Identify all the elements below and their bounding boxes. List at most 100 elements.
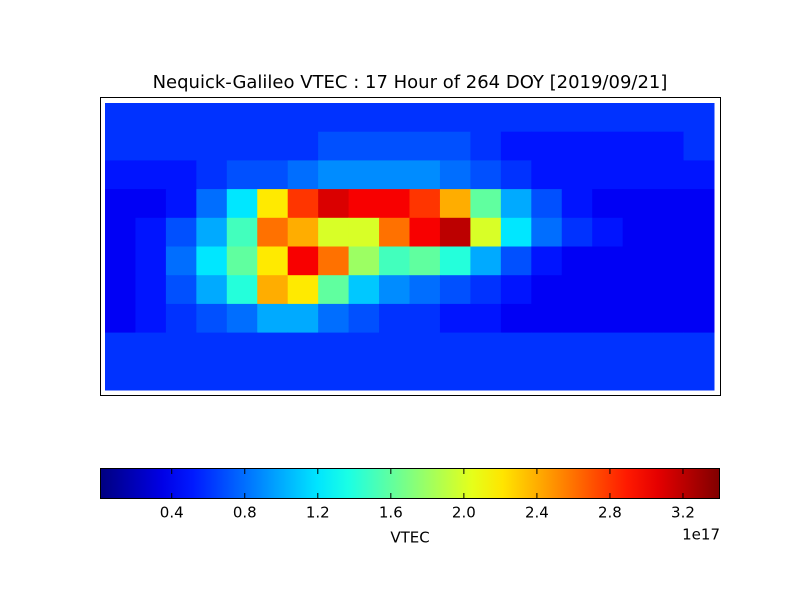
heat-cell: [135, 160, 167, 190]
heat-cell: [409, 246, 441, 276]
heat-cell: [226, 332, 258, 362]
heat-cell: [348, 246, 380, 276]
heat-cell: [318, 189, 350, 219]
heat-cell: [196, 131, 228, 161]
heat-cell: [622, 160, 654, 190]
heat-cell: [257, 275, 289, 305]
heat-cell: [135, 332, 167, 362]
heat-cell: [683, 131, 715, 161]
heat-cell: [287, 275, 319, 305]
heat-cell: [592, 160, 624, 190]
heat-cell: [653, 246, 685, 276]
heat-cell: [622, 275, 654, 305]
heat-cell: [653, 131, 685, 161]
heat-cell: [135, 275, 167, 305]
heat-cell: [561, 332, 593, 362]
colorbar-tick-label: 2.4: [525, 504, 549, 522]
heat-cell: [165, 160, 197, 190]
heat-cell: [196, 361, 228, 391]
heat-cell: [257, 189, 289, 219]
heat-cell: [135, 303, 167, 334]
heat-cell: [409, 160, 441, 190]
heat-cell: [653, 160, 685, 190]
colorbar-tick-label: 2.8: [598, 504, 622, 522]
heat-cell: [531, 160, 563, 190]
heat-cell: [287, 246, 319, 276]
heat-cell: [105, 361, 136, 391]
heat-cell: [257, 361, 289, 391]
heat-cell: [287, 189, 319, 219]
heat-cell: [409, 361, 441, 391]
heat-cell: [348, 275, 380, 305]
heat-cell: [379, 160, 410, 190]
heat-cell: [257, 103, 289, 133]
heat-cell: [683, 103, 715, 133]
heat-cell: [439, 275, 471, 305]
heat-cell: [318, 332, 350, 362]
heat-cell: [165, 103, 197, 133]
heat-cell: [653, 103, 685, 133]
heat-cell: [196, 246, 228, 276]
heat-cell: [379, 189, 410, 219]
heat-cell: [196, 303, 228, 334]
heat-cell: [500, 217, 532, 247]
heat-cell: [592, 303, 624, 334]
heat-cell: [257, 303, 289, 334]
colorbar: [100, 468, 720, 499]
heat-cell: [470, 131, 502, 161]
heat-cell: [379, 246, 410, 276]
heat-cell: [105, 217, 136, 247]
heat-cell: [409, 303, 441, 334]
heat-cell: [318, 361, 350, 391]
heat-cell: [439, 217, 471, 247]
heat-cell: [683, 246, 715, 276]
heat-cell: [439, 332, 471, 362]
heat-cell: [257, 217, 289, 247]
heat-cell: [348, 131, 380, 161]
heat-cell: [683, 189, 715, 219]
heat-cell: [348, 103, 380, 133]
heat-cell: [653, 361, 685, 391]
heat-cell: [439, 160, 471, 190]
heat-cell: [226, 361, 258, 391]
heat-cell: [105, 160, 136, 190]
colorbar-tick-label: 2.0: [452, 504, 476, 522]
heat-cell: [500, 246, 532, 276]
heat-cell: [561, 275, 593, 305]
heat-cell: [196, 332, 228, 362]
heat-cell: [287, 361, 319, 391]
heat-cell: [470, 217, 502, 247]
heat-cell: [318, 217, 350, 247]
heat-cell: [105, 131, 136, 161]
heat-cell: [531, 275, 563, 305]
heat-cell: [105, 275, 136, 305]
heat-cell: [653, 332, 685, 362]
heat-cell: [439, 303, 471, 334]
heat-cell: [439, 246, 471, 276]
colorbar-label: VTEC: [390, 529, 429, 547]
heat-cell: [409, 103, 441, 133]
heat-cell: [561, 103, 593, 133]
colorbar-tick-label: 1.2: [306, 504, 330, 522]
heat-cell: [683, 217, 715, 247]
heat-cell: [622, 131, 654, 161]
heat-cell: [470, 361, 502, 391]
heat-cell: [531, 332, 563, 362]
heat-cell: [561, 361, 593, 391]
heat-cell: [622, 361, 654, 391]
heat-cell: [379, 361, 410, 391]
heat-cell: [135, 103, 167, 133]
heat-cell: [379, 103, 410, 133]
heat-cell: [135, 246, 167, 276]
colorbar-tick-label: 3.2: [671, 504, 695, 522]
heat-cell: [287, 160, 319, 190]
heat-cell: [683, 275, 715, 305]
heat-cell: [196, 103, 228, 133]
heat-cell: [105, 303, 136, 334]
heat-cell: [196, 189, 228, 219]
heat-cell: [592, 103, 624, 133]
heat-cell: [318, 131, 350, 161]
heat-cell: [226, 275, 258, 305]
colorbar-tick-label: 1.6: [379, 504, 403, 522]
heat-cell: [653, 189, 685, 219]
